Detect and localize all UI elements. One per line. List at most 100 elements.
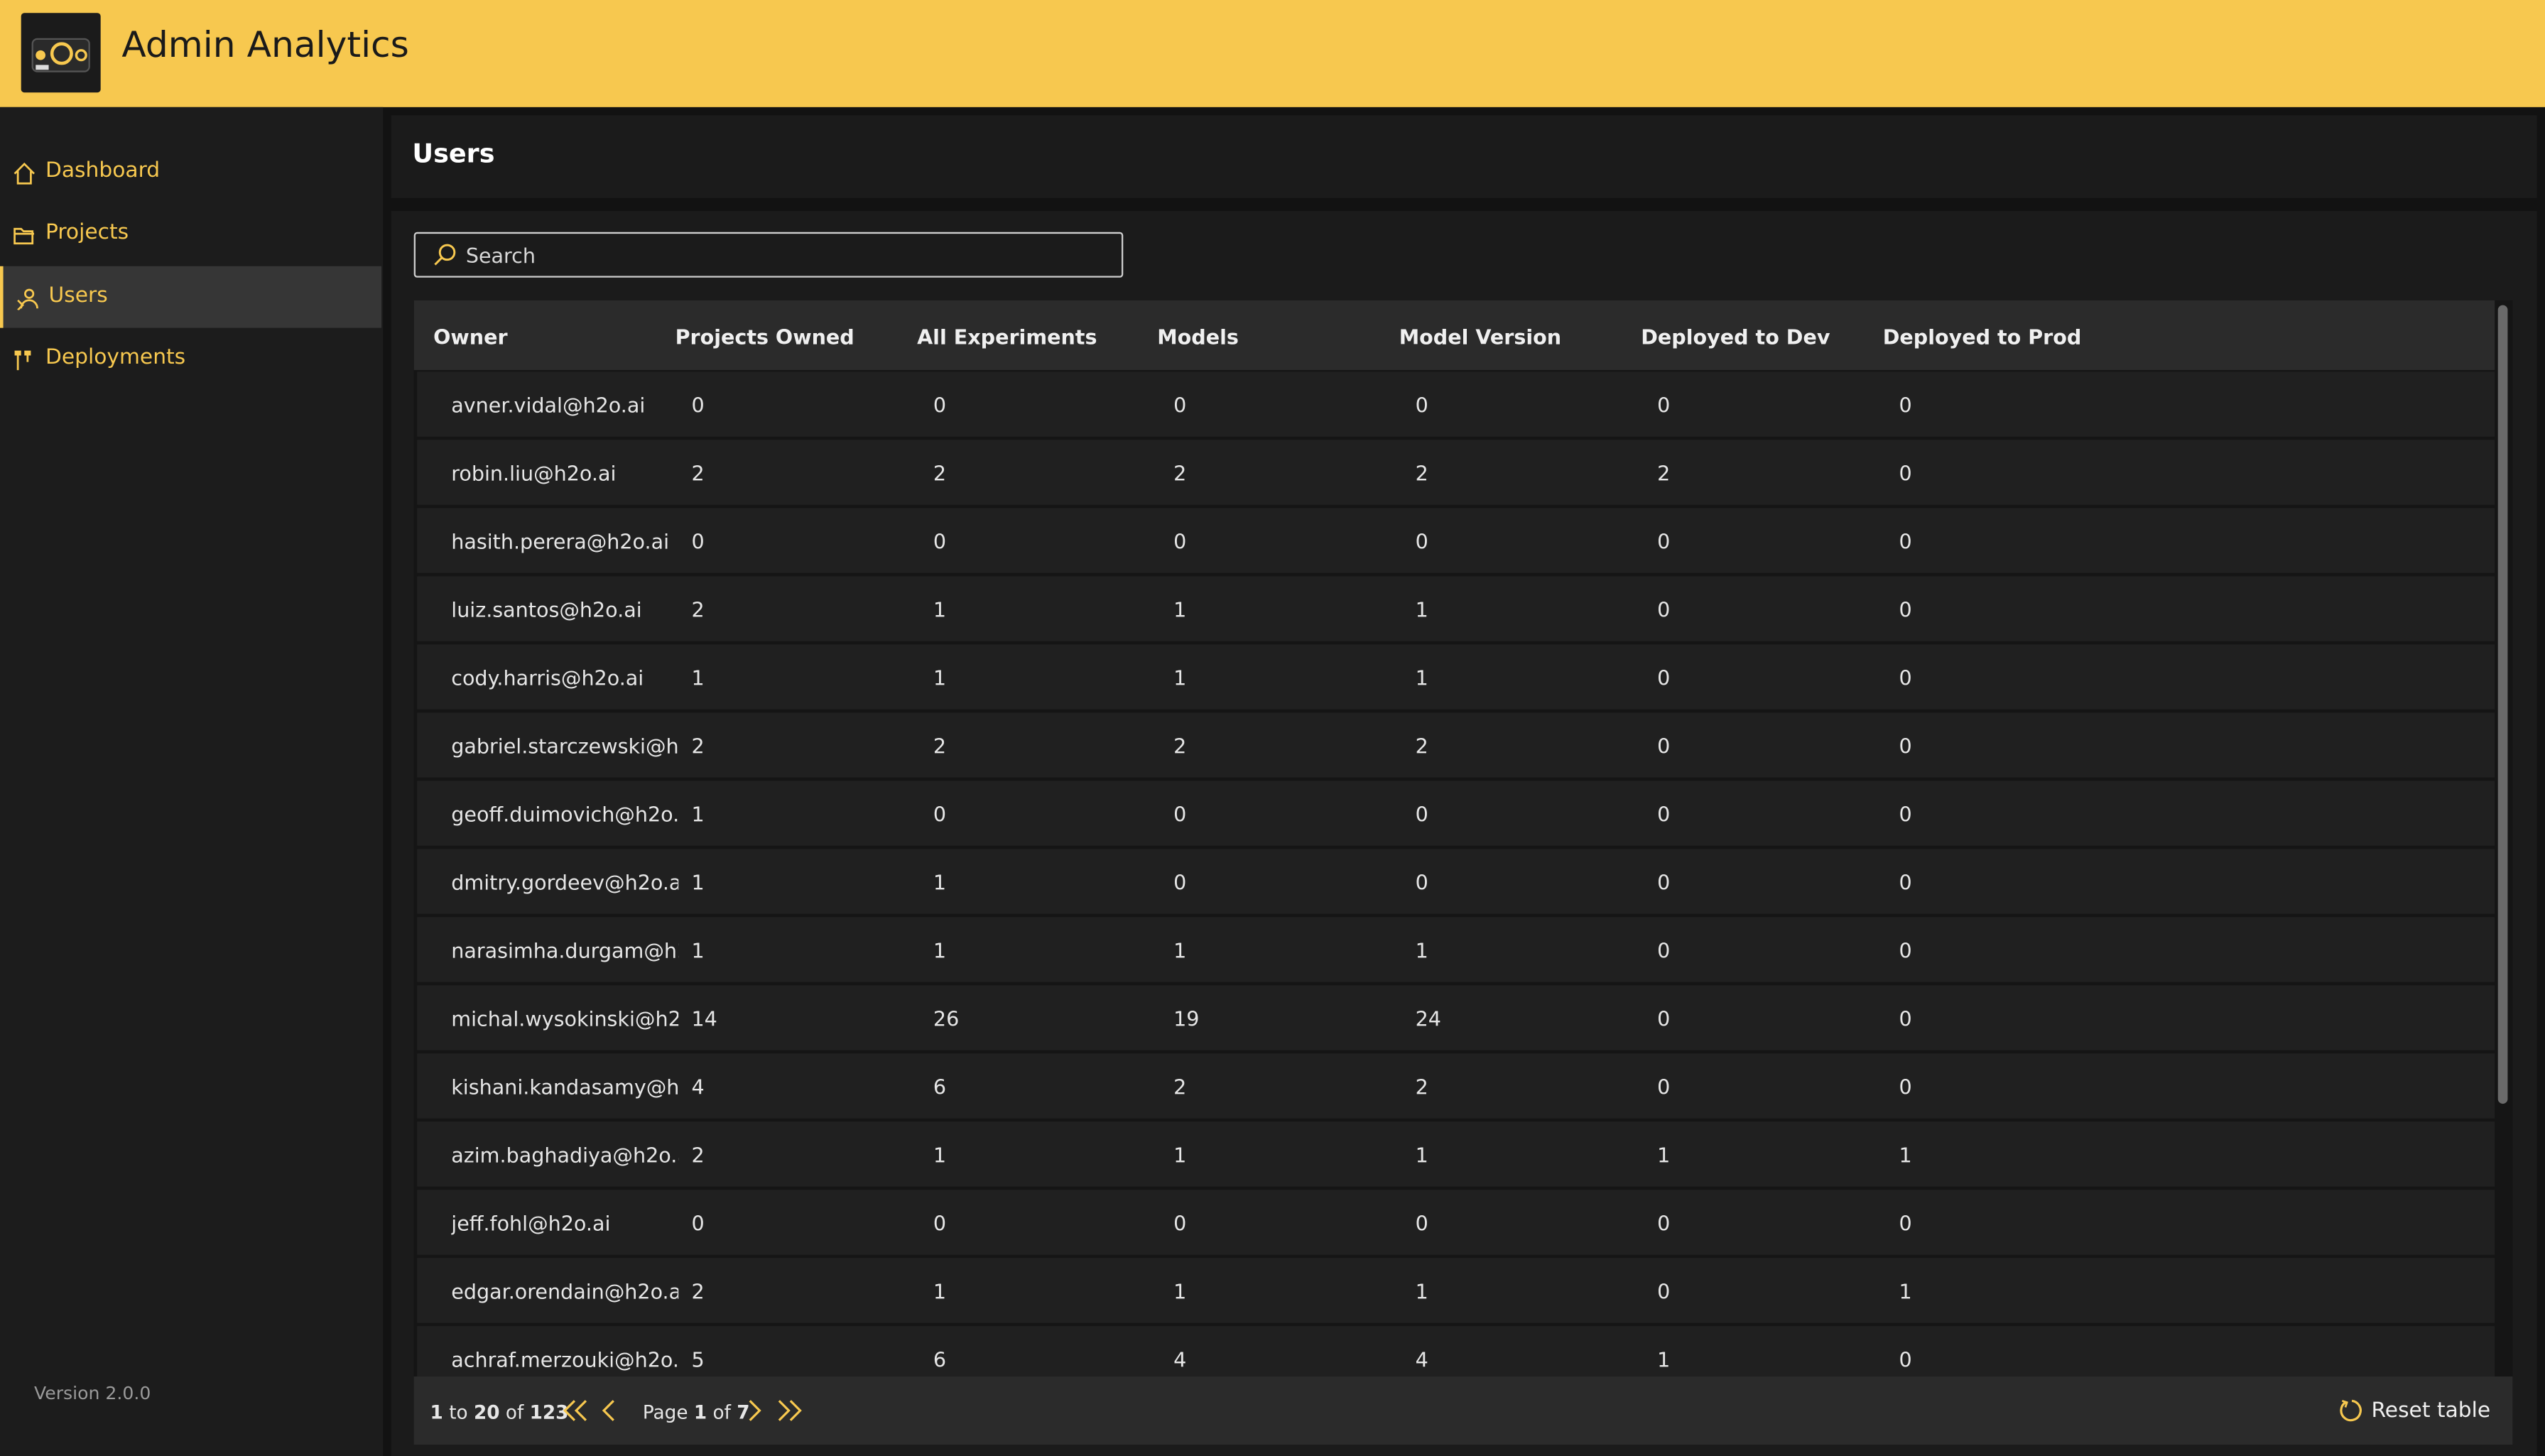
first-page-button[interactable] — [563, 1399, 590, 1422]
table-row[interactable]: avner.vidal@h2o.ai 0 0 0 0 0 0 — [417, 371, 2495, 437]
value-cell: 1 — [1657, 1142, 1671, 1168]
value-cell: 0 — [1899, 393, 1912, 418]
owner-cell: azim.baghadiya@h2o.ai — [451, 1142, 679, 1168]
value-cell: 5 — [691, 1347, 705, 1372]
table-row[interactable]: robin.liu@h2o.ai 2 2 2 2 2 0 — [417, 440, 2495, 505]
owner-cell: michal.wysokinski@h2o — [451, 1006, 679, 1031]
value-cell: 6 — [933, 1074, 947, 1099]
nav-item[interactable]: Deployments — [0, 328, 381, 390]
value-cell: 0 — [1415, 529, 1428, 554]
value-cell: 0 — [1657, 1210, 1671, 1236]
nav-icon — [14, 350, 31, 371]
table-row[interactable]: hasith.perera@h2o.ai 0 0 0 0 0 0 — [417, 508, 2495, 573]
table-row[interactable]: luiz.santos@h2o.ai 2 1 1 1 0 0 — [417, 576, 2495, 641]
column-header[interactable]: All Experiments — [917, 325, 1097, 349]
table-row[interactable]: narasimha.durgam@h2 1 1 1 1 0 0 — [417, 917, 2495, 982]
value-cell: 0 — [1657, 1278, 1671, 1304]
value-cell: 0 — [691, 1210, 705, 1236]
value-cell: 2 — [691, 1142, 705, 1168]
value-cell: 1 — [1415, 1142, 1428, 1168]
table-footer: 1 to 20 of 123 Page 1 of 7 Reset table — [413, 1376, 2513, 1445]
value-cell: 4 — [1173, 1347, 1187, 1372]
nav-item[interactable]: Projects — [0, 203, 381, 265]
nav-item[interactable]: Users — [0, 266, 381, 328]
reset-icon — [2340, 1399, 2362, 1422]
column-header[interactable]: Deployed to Prod — [1882, 325, 2082, 349]
table-row[interactable]: geoff.duimovich@h2o.ai 1 0 0 0 0 0 — [417, 781, 2495, 846]
column-header[interactable]: Models — [1157, 325, 1239, 349]
value-cell: 2 — [1173, 1074, 1187, 1099]
value-cell: 0 — [1173, 801, 1187, 827]
value-cell: 0 — [1657, 665, 1671, 690]
value-cell: 1 — [1173, 597, 1187, 622]
value-cell: 1 — [691, 869, 705, 895]
reset-table-button[interactable]: Reset table — [2339, 1398, 2490, 1423]
table-row[interactable]: cody.harris@h2o.ai 1 1 1 1 0 0 — [417, 644, 2495, 710]
table-row[interactable]: azim.baghadiya@h2o.ai 2 1 1 1 1 1 — [417, 1121, 2495, 1187]
sidebar: Dashboard Projects Users Deployments — [0, 107, 384, 1456]
value-cell: 1 — [1899, 1142, 1912, 1168]
value-cell: 0 — [1173, 869, 1187, 895]
range-to: to — [449, 1401, 468, 1424]
value-cell: 0 — [1899, 665, 1912, 690]
value-cell: 2 — [1657, 461, 1671, 486]
column-header[interactable]: Deployed to Dev — [1641, 325, 1830, 349]
search-box[interactable]: Search — [413, 232, 1124, 278]
title-panel — [391, 115, 2537, 198]
table-row[interactable]: dmitry.gordeev@h2o.ai 1 1 0 0 0 0 — [417, 849, 2495, 914]
value-cell: 1 — [933, 869, 947, 895]
column-header[interactable]: Projects Owned — [675, 325, 854, 349]
table-row[interactable]: kishani.kandasamy@h2 4 6 2 2 0 0 — [417, 1053, 2495, 1119]
value-cell: 0 — [1899, 733, 1912, 759]
value-cell: 0 — [691, 529, 705, 554]
scrollbar[interactable] — [2497, 305, 2508, 1104]
value-cell: 0 — [1899, 597, 1912, 622]
logo — [21, 13, 101, 93]
column-header[interactable]: Owner — [433, 325, 508, 349]
value-cell: 0 — [1657, 393, 1671, 418]
value-cell: 0 — [1899, 801, 1912, 827]
owner-cell: kishani.kandasamy@h2 — [451, 1074, 679, 1099]
search-icon — [434, 244, 456, 266]
value-cell: 1 — [1173, 665, 1187, 690]
value-cell: 1 — [933, 597, 947, 622]
last-page-button[interactable] — [776, 1399, 802, 1422]
value-cell: 0 — [1657, 1006, 1671, 1031]
page-current: 1 — [693, 1401, 707, 1424]
range-of: of — [505, 1401, 524, 1424]
users-table: Owner Projects Owned All Experiments Models… — [413, 300, 2513, 1377]
table-row[interactable]: gabriel.starczewski@h2 2 2 2 2 0 0 — [417, 712, 2495, 778]
next-page-button[interactable] — [747, 1399, 763, 1422]
version: Version 2.0.0 — [33, 1383, 151, 1404]
value-cell: 0 — [1657, 529, 1671, 554]
prev-page-button[interactable] — [600, 1399, 617, 1422]
owner-cell: jeff.fohl@h2o.ai — [451, 1210, 611, 1236]
nav-item[interactable]: Dashboard — [0, 141, 381, 203]
value-cell: 1 — [1415, 665, 1428, 690]
nav-label: Deployments — [45, 345, 186, 371]
value-cell: 2 — [1173, 733, 1187, 759]
value-cell: 0 — [1899, 869, 1912, 895]
table-row[interactable]: jeff.fohl@h2o.ai 0 0 0 0 0 0 — [417, 1190, 2495, 1255]
value-cell: 1 — [1657, 1347, 1671, 1372]
table-row[interactable]: michal.wysokinski@h2o 14 26 19 24 0 0 — [417, 985, 2495, 1050]
page-label: Page — [642, 1401, 688, 1424]
value-cell: 2 — [1415, 1074, 1428, 1099]
value-cell: 0 — [1899, 1006, 1912, 1031]
app-title: Admin Analytics — [121, 26, 409, 67]
value-cell: 1 — [933, 938, 947, 963]
value-cell: 0 — [1173, 1210, 1187, 1236]
table-row[interactable]: achraf.merzouki@h2o.ai 5 6 4 4 1 0 — [417, 1326, 2495, 1377]
table-row[interactable]: edgar.orendain@h2o.ai 2 1 1 1 0 1 — [417, 1258, 2495, 1323]
value-cell: 0 — [1899, 529, 1912, 554]
column-header[interactable]: Model Version — [1399, 325, 1562, 349]
nav-label: Users — [48, 283, 108, 309]
value-cell: 0 — [1899, 1347, 1912, 1372]
row-range: 1 to 20 of 123 — [430, 1401, 569, 1423]
value-cell: 0 — [1415, 801, 1428, 827]
value-cell: 2 — [1415, 461, 1428, 486]
value-cell: 6 — [933, 1347, 947, 1372]
owner-cell: edgar.orendain@h2o.ai — [451, 1278, 679, 1304]
value-cell: 14 — [691, 1006, 717, 1031]
